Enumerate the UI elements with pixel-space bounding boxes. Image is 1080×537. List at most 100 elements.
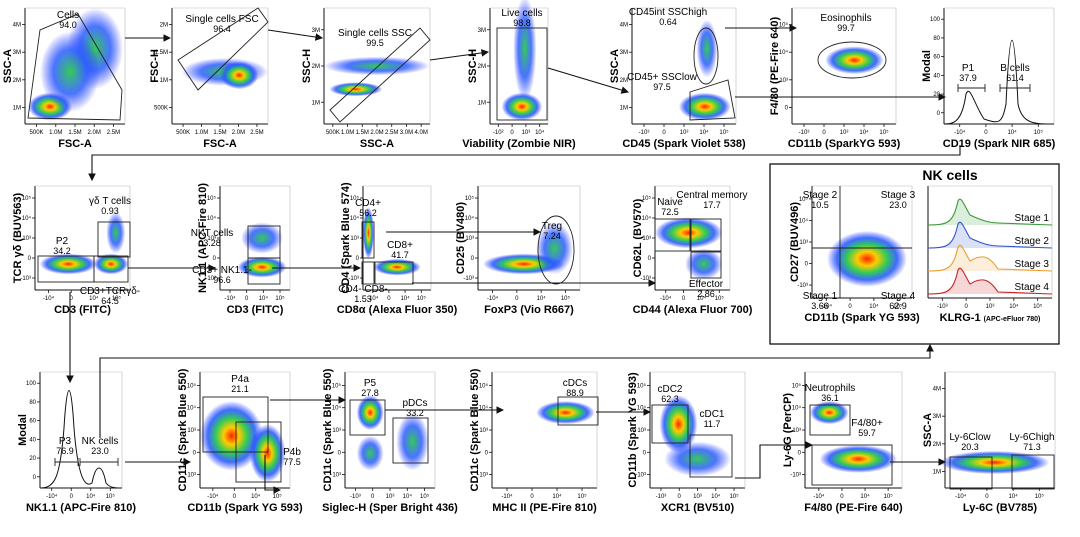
gate-value: 71.3 [1023, 442, 1041, 452]
y-tick-label: 0 [937, 111, 941, 117]
y-tick-label: 2M [620, 78, 628, 84]
gate-label: NK cells [82, 436, 119, 447]
y-tick-label: 0 [485, 450, 489, 456]
x-tick-label: 10⁵ [106, 493, 116, 500]
y-tick-label: 1M [160, 78, 168, 84]
gate-label: Effector [689, 279, 724, 290]
x-axis-title: CD44 (Alexa Fluor 700) [633, 304, 753, 316]
y-tick-label: 0 [213, 256, 217, 262]
y-tick-label: -10³ [635, 473, 646, 479]
y-tick-label: 10³ [350, 236, 359, 242]
y-tick-label: 80 [933, 36, 940, 42]
gate [27, 13, 123, 121]
gate-value: 21.1 [231, 384, 249, 394]
y-tick-label: 80 [29, 400, 36, 406]
nk-cells-panel [769, 163, 1060, 345]
y-tick-label: 3M [620, 50, 628, 56]
gate-label: cDC2 [657, 384, 682, 395]
x-tick-label: 10³ [680, 130, 689, 136]
x-tick-label: -10³ [799, 130, 810, 136]
density-cloud [324, 56, 430, 76]
gate-label: CD8+ [387, 240, 413, 251]
x-axis-title: Siglec-H (Sper Bright 436) [322, 502, 458, 514]
y-tick-label: 60 [29, 419, 36, 425]
x-tick-label: 10⁵ [1033, 303, 1043, 310]
x-tick-label: -10⁴ [207, 493, 219, 500]
y-tick-label: 10⁵ [207, 195, 217, 202]
x-tick-label: 10⁴ [860, 493, 870, 500]
y-tick-label: 10⁴ [799, 217, 809, 224]
gate [392, 417, 429, 464]
density-cloud [329, 82, 383, 97]
x-tick-label: -10⁴ [821, 303, 833, 310]
y-tick-label: 10⁵ [332, 382, 342, 389]
gate-value: 3.28 [203, 238, 221, 248]
y-tick-label: 10⁵ [637, 382, 647, 389]
y-axis-title: Modal [921, 50, 933, 82]
gate-label: Ly-6Clow [949, 432, 991, 443]
gate-label: cDCs [563, 378, 587, 389]
y-axis-title: SSC-A [2, 49, 14, 83]
gate-value: 62.3 [661, 394, 679, 404]
y-tick-label: 10³ [332, 428, 341, 434]
x-tick-label: -10³ [639, 130, 650, 136]
x-tick-label: 10³ [386, 494, 395, 500]
panel-p13: Stage 210.5 Stage 323.0 Stage 13.66 Stage 4… [789, 185, 920, 324]
x-tick-label: -10⁴ [487, 295, 499, 302]
y-tick-label: 10⁵ [465, 195, 475, 202]
gate-label: P2 [56, 236, 69, 247]
x-tick-label: 1.0M [49, 130, 62, 136]
y-tick-label: 0 [33, 475, 37, 481]
y-axis-title: CD25 (BV480) [455, 202, 467, 274]
gate-label: Central memory [676, 190, 747, 201]
x-tick-label: 10⁵ [879, 129, 889, 136]
y-tick-label: 10⁵ [792, 382, 802, 389]
y-tick-label: 2M [160, 23, 168, 29]
gate [329, 27, 431, 123]
gate [361, 221, 375, 259]
x-tick-label: 0 [510, 130, 514, 136]
x-tick-label: 10⁴ [89, 295, 99, 302]
x-axis-title: CD11b (SparkYG 593) [788, 138, 901, 150]
y-axis-title: CD11c (Spark Blue 550) [322, 368, 334, 491]
gate-value: 0.64 [659, 17, 677, 27]
gate-value: 23.0 [889, 200, 907, 210]
y-tick-label: -10³ [463, 276, 474, 282]
gate-label: Live cells [501, 8, 542, 19]
y-tick-label: -10³ [790, 473, 801, 479]
x-tick-label: 10⁴ [259, 295, 269, 302]
gate-value: 37.9 [959, 73, 977, 83]
x-axis-title: CD3 (FITC) [54, 304, 111, 316]
density-cloud [356, 395, 384, 430]
y-tick-label: 100 [930, 17, 941, 23]
arrow [88, 145, 961, 182]
gate-value: 62.9 [889, 301, 907, 311]
x-tick-label: 0 [822, 130, 826, 136]
density-cloud [356, 435, 384, 471]
y-axis-title: CD11c (Spark Blue 550) [177, 368, 189, 491]
density-cloud [827, 230, 907, 287]
y-axis-title: SSC-A [922, 413, 934, 447]
x-tick-label: 10⁴ [251, 493, 261, 500]
y-axis-title: CD11b (Spark YG 593) [627, 372, 639, 488]
gate-label: Stage 3 [881, 190, 916, 201]
gate-value: 94.0 [59, 20, 77, 30]
y-tick-label: -10³ [797, 283, 808, 289]
gate [654, 218, 691, 252]
x-tick-label: 0 [985, 494, 989, 500]
y-tick-label: 1M [13, 105, 21, 111]
y-tick-label: -10³ [20, 276, 31, 282]
x-tick-label: -10³ [350, 494, 361, 500]
x-tick-label: 10³ [986, 304, 995, 310]
gate-value: 56.2 [359, 208, 377, 218]
y-tick-label: 4M [933, 387, 941, 393]
x-tick-label: 10³ [840, 130, 849, 136]
y-axis-title: SSC-A [609, 49, 621, 83]
x-tick-label: 1.0M [341, 130, 354, 136]
